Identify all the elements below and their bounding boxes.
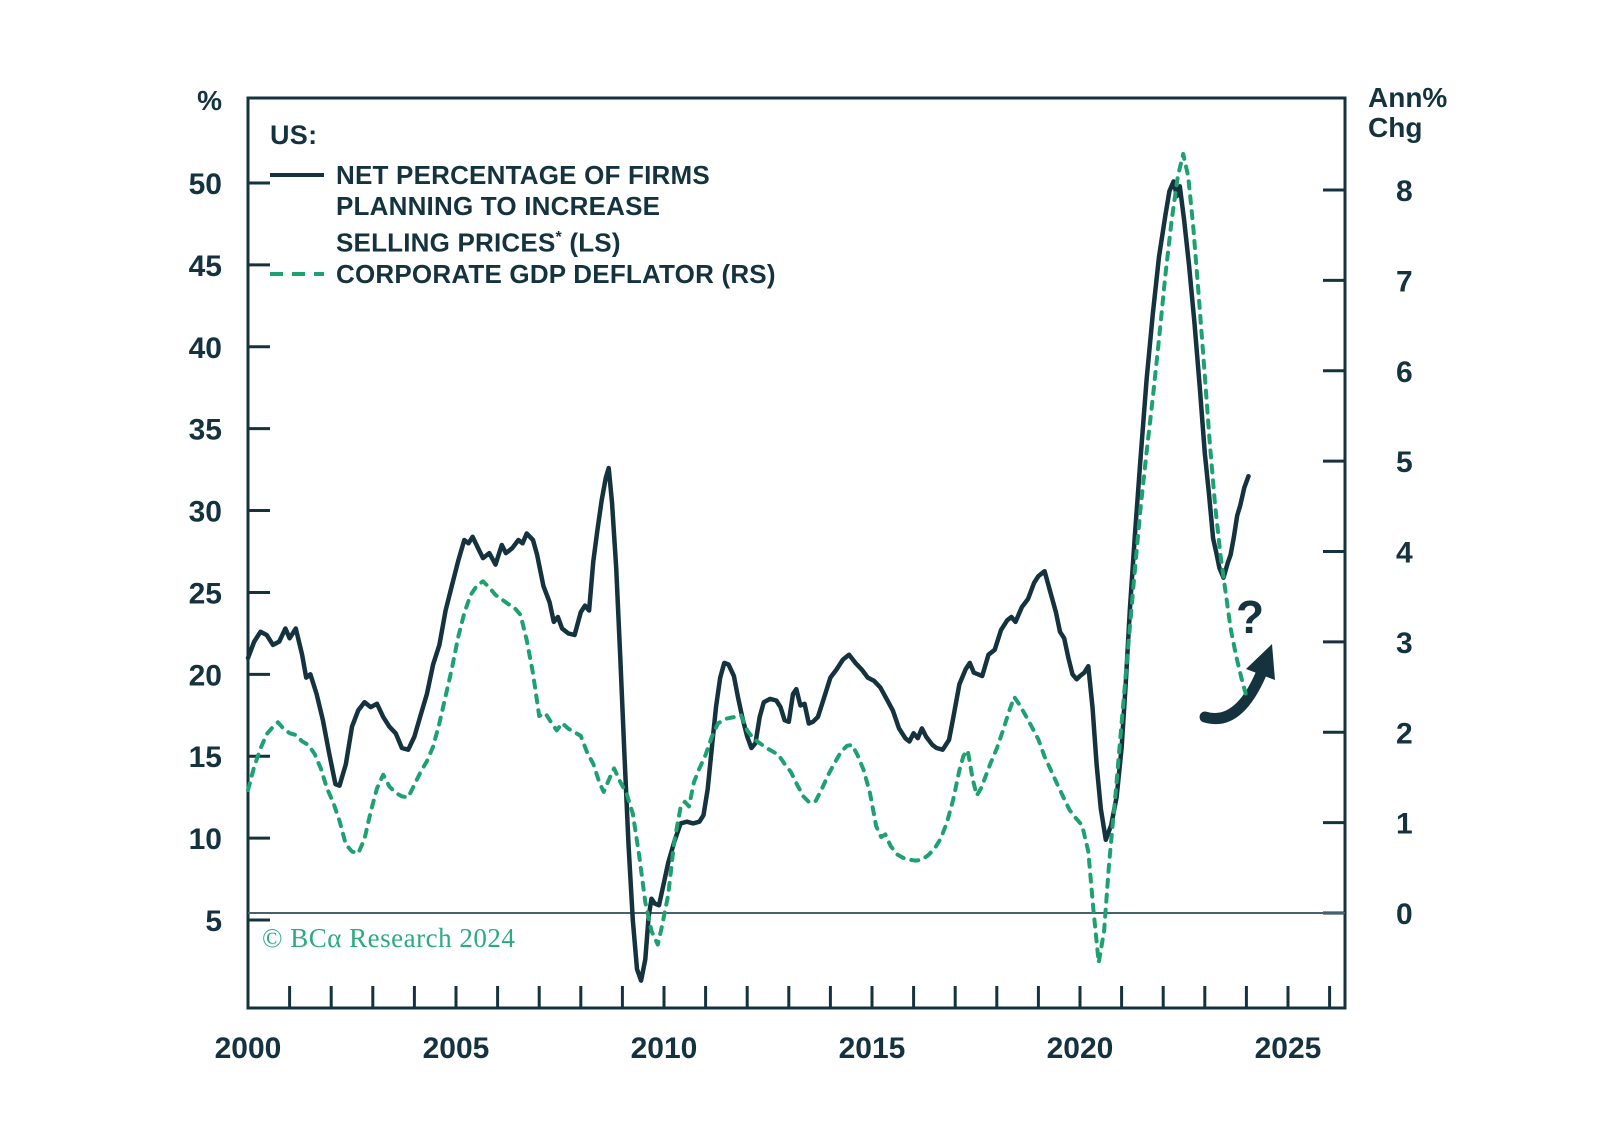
- left-tick-label: 35: [189, 414, 222, 447]
- left-tick-label: 25: [189, 577, 222, 610]
- net-pct-selling-prices-line: [245, 179, 1251, 983]
- left-tick-label: 40: [189, 332, 222, 365]
- question-mark-annotation: ?: [1236, 591, 1265, 643]
- legend-label-line: PLANNING TO INCREASE: [336, 191, 661, 221]
- x-tick-label: 2010: [631, 1032, 698, 1065]
- right-tick-label: 2: [1396, 717, 1413, 750]
- trend-arrow-shaft: [1199, 668, 1267, 724]
- legend-label-line: NET PERCENTAGE OF FIRMS: [336, 160, 710, 190]
- x-tick-label: 2015: [839, 1032, 906, 1065]
- legend-group-label: US:: [270, 120, 318, 150]
- left-tick-label: 30: [189, 496, 222, 529]
- left-axis-unit: %: [197, 85, 222, 116]
- x-tick-label: 2000: [215, 1032, 282, 1065]
- left-tick-label: 20: [189, 659, 222, 692]
- right-axis-unit: Ann%: [1368, 82, 1447, 113]
- x-tick-label: 2025: [1255, 1032, 1322, 1065]
- right-axis-unit: Chg: [1368, 112, 1422, 143]
- legend-label-line: CORPORATE GDP DEFLATOR (RS): [336, 258, 776, 289]
- x-tick-label: 2020: [1047, 1032, 1114, 1065]
- right-tick-label: 1: [1396, 808, 1413, 841]
- left-tick-label: 45: [189, 250, 222, 283]
- copyright: © BCα Research 2024: [262, 923, 516, 953]
- legend-label-deflator: CORPORATE GDP DEFLATOR (RS): [336, 259, 776, 290]
- legend: US: NET PERCENTAGE OF FIRMS PLANNING TO …: [270, 120, 776, 290]
- left-tick-label: 15: [189, 741, 222, 774]
- right-tick-label: 6: [1396, 356, 1413, 389]
- x-tick-label: 2005: [423, 1032, 490, 1065]
- right-tick-label: 8: [1396, 175, 1413, 208]
- trend-arrow-icon: [1199, 644, 1275, 724]
- legend-label-line: SELLING PRICES* (LS): [336, 227, 621, 258]
- legend-label-net-pct: NET PERCENTAGE OF FIRMS PLANNING TO INCR…: [336, 160, 710, 259]
- dashed-line-sample-icon: [270, 271, 324, 276]
- footnote-asterisk: *: [555, 229, 562, 246]
- solid-line-sample-icon: [270, 173, 324, 177]
- trend-arrow-head: [1246, 644, 1275, 680]
- right-tick-label: 0: [1396, 898, 1413, 931]
- legend-item-deflator: CORPORATE GDP DEFLATOR (RS): [270, 259, 776, 290]
- right-tick-label: 5: [1396, 446, 1413, 479]
- right-tick-label: 3: [1396, 627, 1413, 660]
- legend-item-net-pct: NET PERCENTAGE OF FIRMS PLANNING TO INCR…: [270, 160, 776, 259]
- right-tick-label: 4: [1396, 537, 1413, 570]
- left-tick-label: 50: [189, 168, 222, 201]
- corporate-gdp-deflator-line: [246, 151, 1248, 965]
- left-tick-label: 5: [205, 905, 222, 938]
- right-tick-label: 7: [1396, 265, 1413, 298]
- left-tick-label: 10: [189, 823, 222, 856]
